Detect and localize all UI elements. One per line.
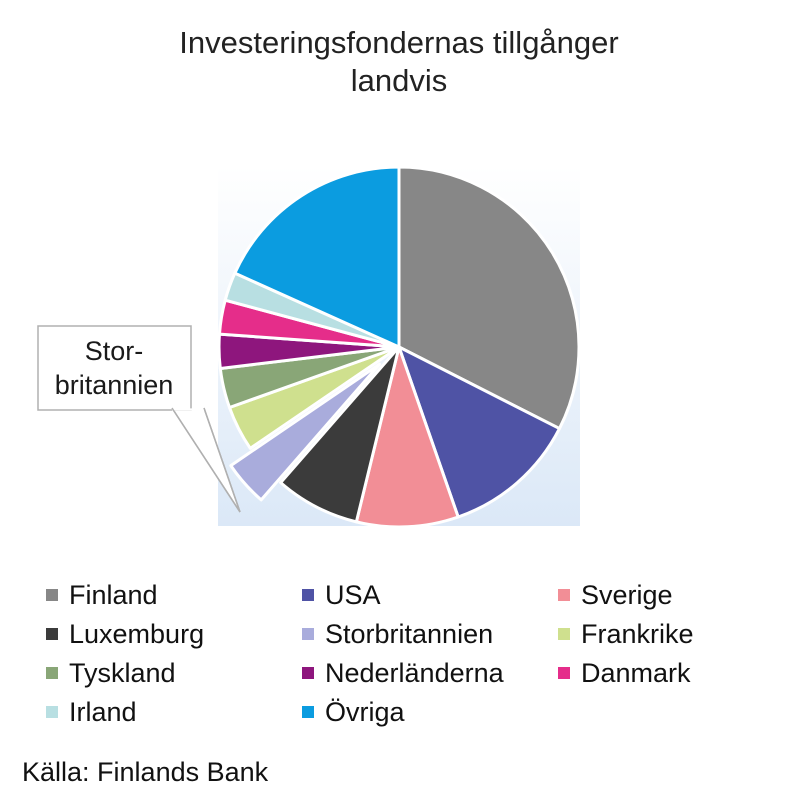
chart-title-line-1: Investeringsfondernas tillgånger: [179, 25, 619, 60]
chart-title: Investeringsfondernas tillgånger landvis: [0, 24, 798, 100]
callout-box: [37, 325, 192, 411]
pie-slice-sverige: [354, 345, 460, 529]
legend-swatch: [302, 667, 314, 679]
legend-label: Övriga: [325, 696, 405, 727]
legend-swatch: [302, 628, 314, 640]
legend-label: USA: [325, 579, 381, 610]
legend-label: Tyskland: [69, 657, 176, 688]
legend: Finland USA Sverige Luxemburg Storbritan…: [46, 576, 798, 731]
callout: Stor- britannien: [37, 325, 241, 513]
legend-swatch: [46, 628, 58, 640]
legend-label: Sverige: [581, 579, 673, 610]
legend-label: Frankrike: [581, 618, 694, 649]
legend-item: Finland: [46, 576, 302, 614]
pie-slice-övriga: [233, 165, 401, 349]
legend-item: Luxemburg: [46, 615, 302, 653]
legend-swatch: [302, 706, 314, 718]
pie-slices: [217, 165, 581, 529]
legend-item: Tyskland: [46, 654, 302, 692]
legend-swatch: [46, 589, 58, 601]
callout-label-line-1: Stor-: [85, 336, 144, 366]
legend-swatch: [46, 706, 58, 718]
legend-swatch: [558, 667, 570, 679]
legend-item: USA: [302, 576, 558, 614]
callout-label-line-2: britannien: [55, 370, 174, 400]
legend-swatch: [558, 628, 570, 640]
pie-slice-finland: [397, 165, 581, 431]
legend-label: Luxemburg: [69, 618, 205, 649]
legend-label: Danmark: [581, 657, 691, 688]
source-note: Källa: Finlands Bank: [22, 757, 269, 787]
legend-item: Irland: [46, 693, 302, 731]
legend-item: Sverige: [558, 576, 798, 614]
legend-label: Irland: [69, 696, 137, 727]
legend-swatch: [302, 589, 314, 601]
pie-slice-usa: [397, 345, 561, 519]
legend-label: Nederländerna: [325, 657, 504, 688]
legend-item: Övriga: [302, 693, 558, 731]
legend-item: Nederländerna: [302, 654, 558, 692]
legend-swatch: [46, 667, 58, 679]
legend-item: Frankrike: [558, 615, 798, 653]
pie-slice-storbritannien: [229, 362, 382, 502]
pie-slice-luxemburg: [279, 345, 401, 524]
legend-swatch: [558, 589, 570, 601]
legend-item: Storbritannien: [302, 615, 558, 653]
legend-label: Storbritannien: [325, 618, 494, 649]
chart-title-line-2: landvis: [350, 63, 448, 98]
legend-item: Danmark: [558, 654, 798, 692]
legend-label: Finland: [69, 579, 158, 610]
